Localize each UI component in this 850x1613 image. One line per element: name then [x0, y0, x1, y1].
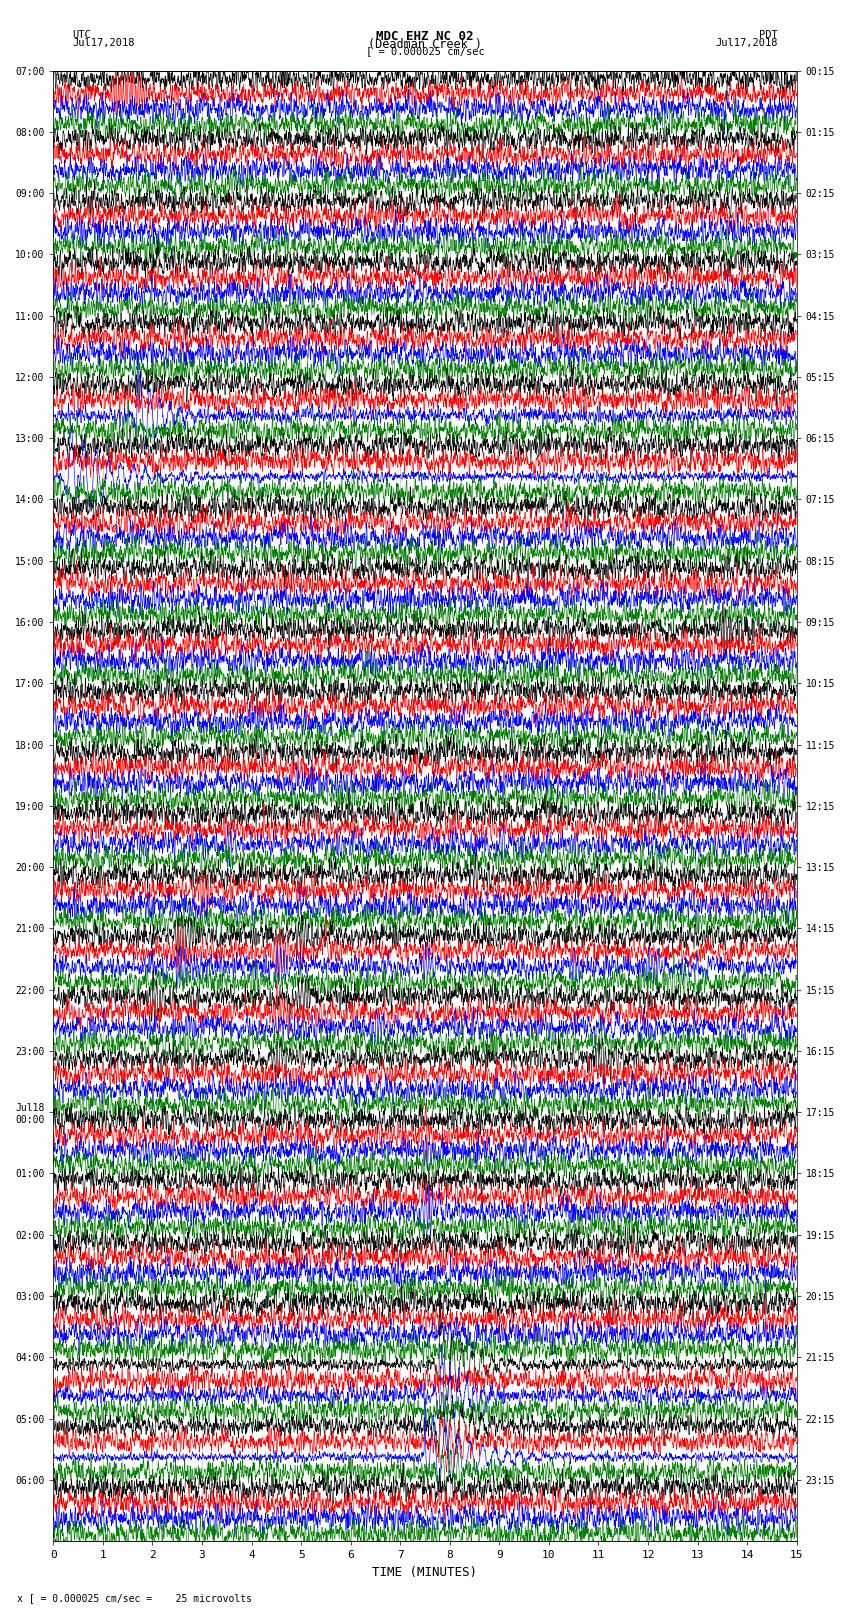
- Text: MDC EHZ NC 02: MDC EHZ NC 02: [377, 31, 473, 44]
- Text: Jul17,2018: Jul17,2018: [72, 37, 135, 48]
- Text: UTC: UTC: [72, 31, 91, 40]
- X-axis label: TIME (MINUTES): TIME (MINUTES): [372, 1566, 478, 1579]
- Text: PDT: PDT: [759, 31, 778, 40]
- Text: Jul17,2018: Jul17,2018: [715, 37, 778, 48]
- Text: [ = 0.000025 cm/sec: [ = 0.000025 cm/sec: [366, 45, 484, 56]
- Text: (Deadman Creek ): (Deadman Creek ): [368, 37, 482, 52]
- Text: x [ = 0.000025 cm/sec =    25 microvolts: x [ = 0.000025 cm/sec = 25 microvolts: [17, 1594, 252, 1603]
